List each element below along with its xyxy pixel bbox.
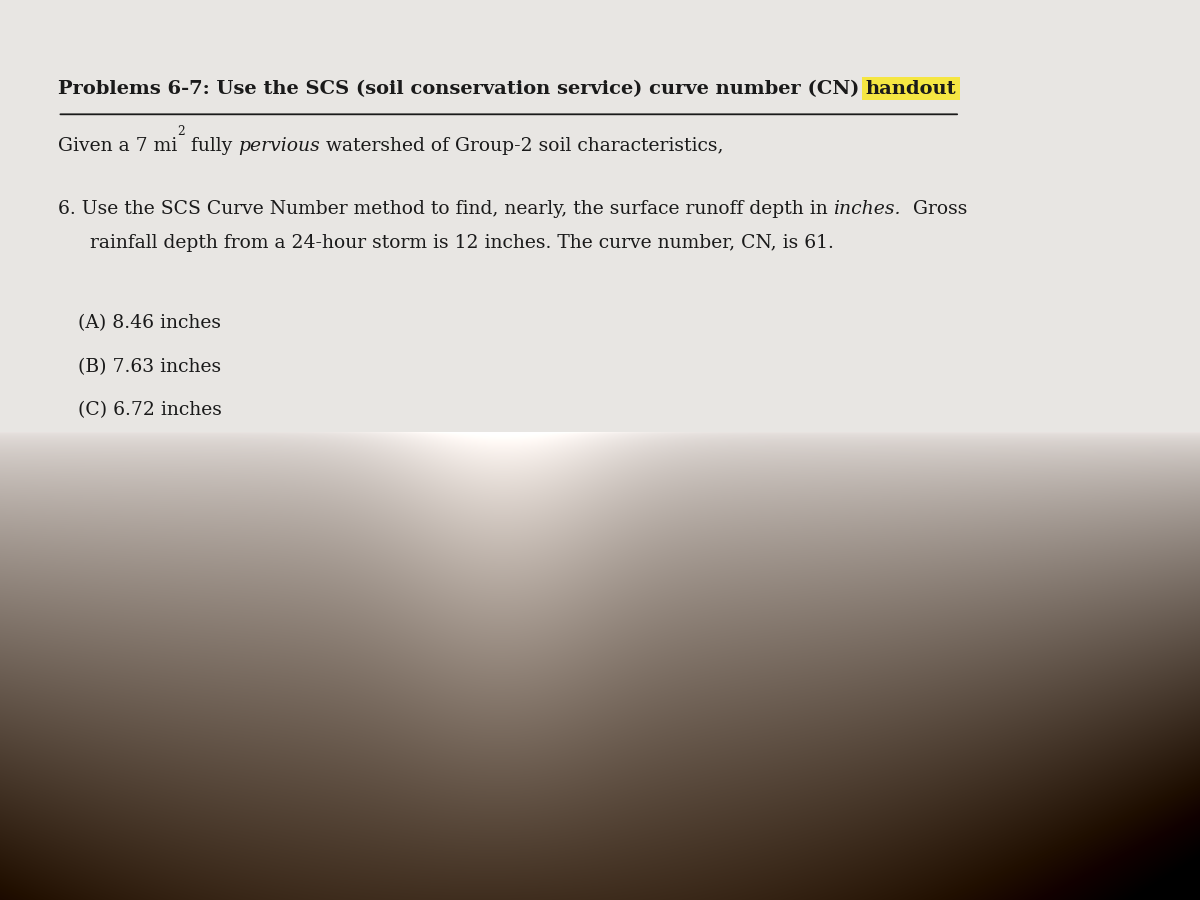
FancyBboxPatch shape [862, 76, 960, 100]
Text: inches.: inches. [833, 200, 901, 218]
Text: handout: handout [865, 80, 956, 98]
Text: pervious: pervious [238, 137, 319, 155]
Text: watershed of Group-2 soil characteristics,: watershed of Group-2 soil characteristic… [319, 137, 724, 155]
Text: Given a 7 mi: Given a 7 mi [58, 137, 176, 155]
Text: Problems 6-7: Use the SCS (soil conservation service) curve number (CN): Problems 6-7: Use the SCS (soil conserva… [58, 80, 865, 98]
Text: (A) 8.46 inches: (A) 8.46 inches [78, 314, 221, 332]
Text: Gross: Gross [901, 200, 967, 218]
Text: 6. Use the SCS Curve Number method to find, nearly, the surface runoff depth in: 6. Use the SCS Curve Number method to fi… [58, 200, 833, 218]
Text: fully: fully [185, 137, 238, 155]
Text: (D) None of the above: (D) None of the above [78, 444, 287, 462]
Text: (B) 7.63 inches: (B) 7.63 inches [78, 357, 221, 375]
Text: (C) 6.72 inches: (C) 6.72 inches [78, 400, 222, 418]
Text: 2: 2 [176, 125, 185, 138]
Text: rainfall depth from a 24-hour storm is 12 inches. The curve number, CN, is 61.: rainfall depth from a 24-hour storm is 1… [72, 234, 834, 252]
